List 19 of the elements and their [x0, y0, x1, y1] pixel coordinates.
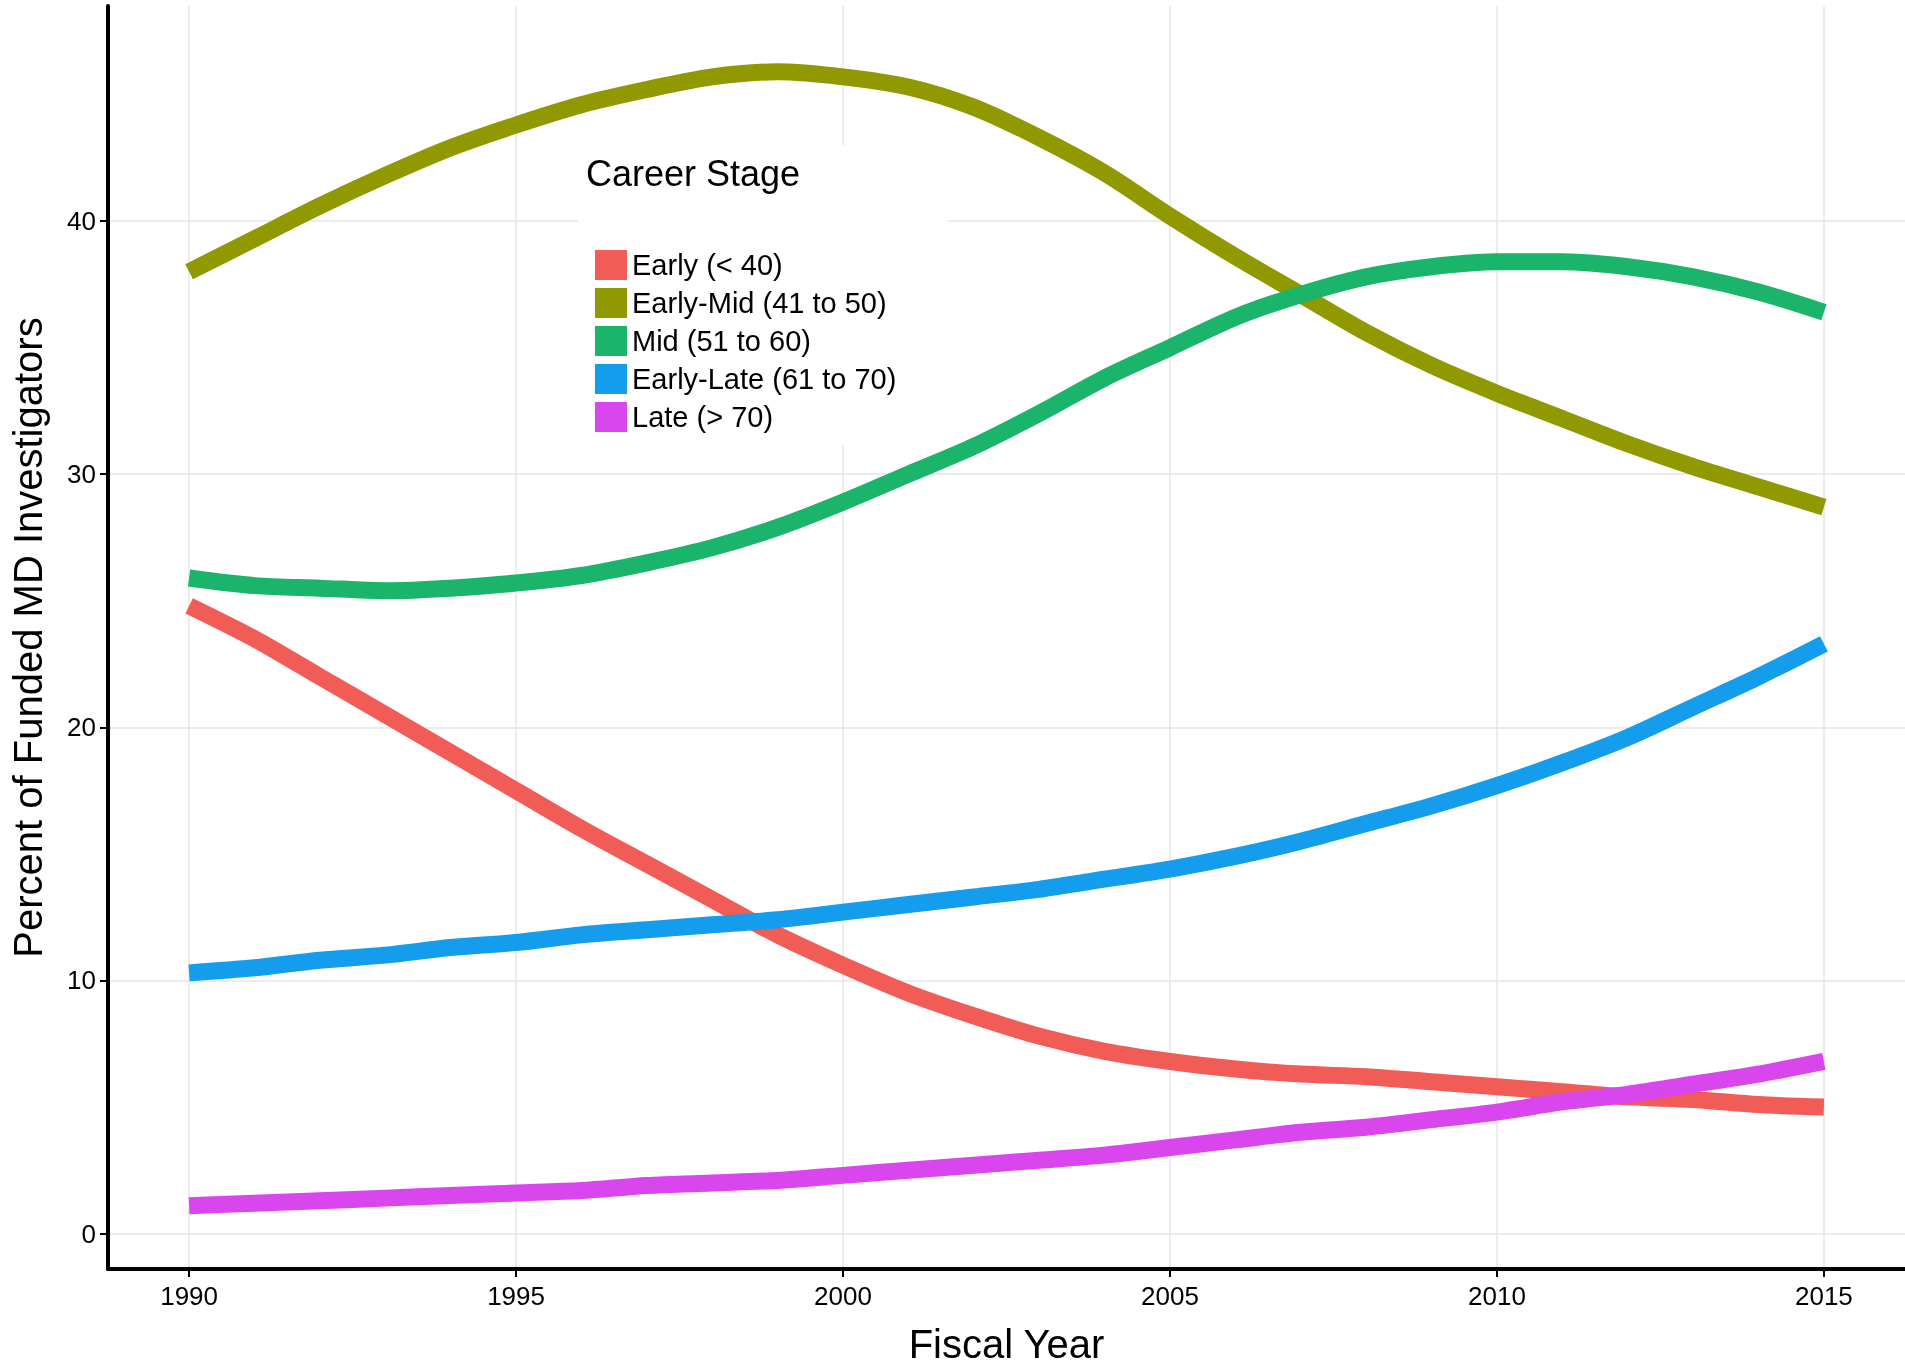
- legend-label: Early (< 40): [632, 249, 783, 281]
- y-tick-label: 10: [67, 965, 96, 996]
- x-axis-title: Fiscal Year: [908, 1322, 1105, 1366]
- legend-label: Mid (51 to 60): [632, 325, 811, 357]
- legend-label: Early-Late (61 to 70): [632, 363, 897, 395]
- legend-label: Late (> 70): [632, 401, 774, 433]
- x-tick-label: 2005: [1141, 1281, 1199, 1311]
- y-tick-label: 20: [67, 712, 96, 743]
- x-tick-label: 2015: [1794, 1281, 1853, 1311]
- x-tick-label: 2000: [814, 1281, 872, 1311]
- x-tick-label: 1995: [487, 1281, 545, 1311]
- x-tick-label: 2010: [1468, 1281, 1526, 1311]
- legend-title: Career Stage: [586, 152, 801, 194]
- x-tick-label: 1990: [160, 1281, 219, 1311]
- y-tick-label: 40: [67, 206, 96, 237]
- y-tick-label: 0: [81, 1218, 96, 1249]
- legend-label: Early-Mid (41 to 50): [632, 287, 887, 319]
- y-axis-title: Percent of Funded MD Investigators: [6, 317, 50, 958]
- y-tick-label: 30: [67, 459, 96, 490]
